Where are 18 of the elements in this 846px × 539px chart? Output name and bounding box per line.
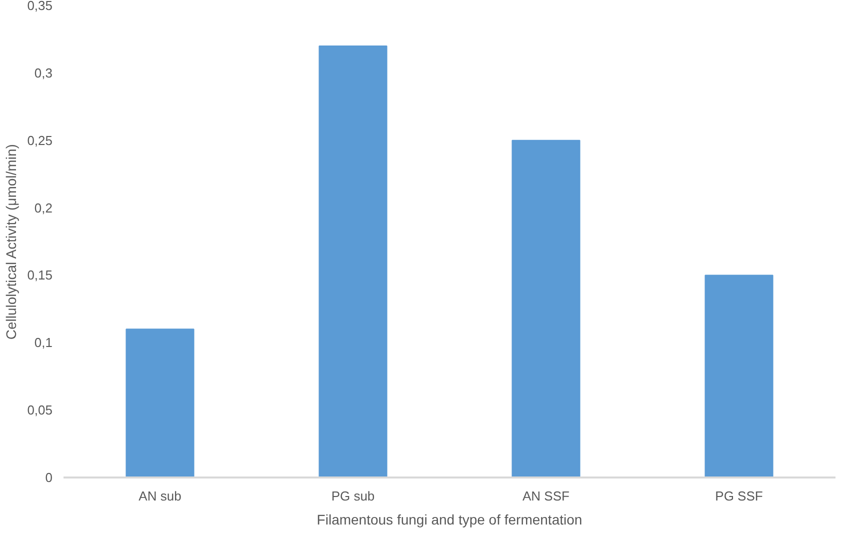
- x-tick-label: PG SSF: [715, 488, 763, 504]
- y-tick-label: 0,15: [27, 268, 53, 283]
- x-tick-label: PG sub: [331, 488, 375, 504]
- x-tick-label: AN sub: [138, 488, 182, 504]
- x-axis-title: Filamentous fungi and type of fermentation: [316, 512, 582, 528]
- x-tick-label: AN SSF: [522, 488, 570, 504]
- y-tick-label: 0,25: [27, 132, 53, 148]
- bar: [512, 140, 580, 478]
- y-axis-title: Cellulolytical Activity (μmol/min): [3, 144, 20, 340]
- bar: [126, 328, 194, 478]
- bar: [318, 45, 388, 478]
- y-tick-label: 0,1: [34, 335, 53, 350]
- y-tick-label: 0,05: [27, 402, 53, 418]
- y-tick-label: 0,2: [34, 200, 53, 216]
- y-tick-label: 0: [45, 470, 53, 485]
- bar: [704, 274, 774, 478]
- y-tick-label: 0,3: [34, 65, 53, 80]
- y-tick-label: 0,35: [27, 0, 53, 13]
